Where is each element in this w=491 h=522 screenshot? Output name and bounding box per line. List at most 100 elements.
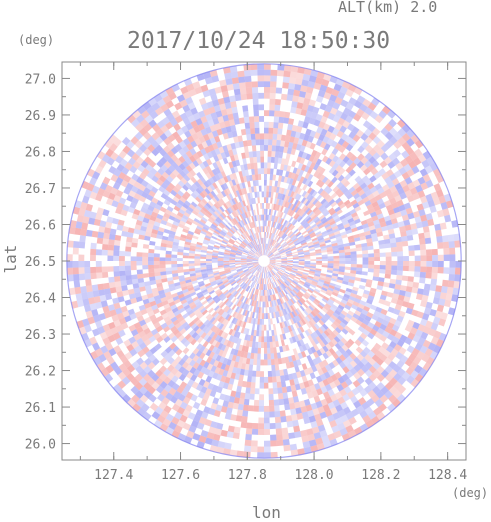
radar-cell <box>262 215 264 221</box>
radar-cell <box>234 89 241 96</box>
radar-cell <box>260 360 264 366</box>
radar-cell <box>284 404 290 411</box>
radar-cell <box>290 444 297 451</box>
radar-cell <box>339 258 345 261</box>
radar-cell <box>257 70 264 76</box>
radar-cell <box>262 209 264 215</box>
radar-cell <box>165 254 171 258</box>
radar-cell <box>269 411 275 417</box>
radar-cell <box>264 128 269 134</box>
radar-cell <box>227 431 234 438</box>
radar-cell <box>264 110 269 116</box>
radar-cell <box>258 75 264 81</box>
radar-cell <box>276 434 283 440</box>
radar-cell <box>351 267 357 271</box>
radar-cell <box>229 260 235 261</box>
radar-cell <box>251 81 257 87</box>
radar-cell <box>90 243 96 249</box>
radar-cell <box>379 269 385 274</box>
radar-cell <box>258 429 264 435</box>
radar-cell <box>108 239 114 245</box>
radar-cell <box>449 254 455 261</box>
radar-cell <box>286 415 292 422</box>
radar-cell <box>368 261 374 265</box>
radar-cell <box>440 292 447 299</box>
radar-cell <box>299 260 305 261</box>
radar-cell <box>443 267 449 274</box>
radar-cell <box>136 252 142 257</box>
radar-cell <box>255 133 260 139</box>
radar-cell <box>189 256 195 259</box>
radar-cell <box>240 88 247 94</box>
radar-cell <box>148 249 154 253</box>
radar-cell <box>260 319 262 325</box>
radar-cell <box>108 277 114 283</box>
radar-cell <box>282 82 289 89</box>
radar-cell <box>264 145 268 151</box>
x-tick-label: 127.8 <box>228 468 267 483</box>
radar-cell <box>119 256 125 261</box>
radar-cell <box>264 139 268 145</box>
radar-cell <box>272 376 277 382</box>
radar-cell <box>414 245 420 251</box>
y-tick-label: 26.0 <box>25 438 56 453</box>
radar-cell <box>299 261 305 262</box>
radar-cell <box>258 417 264 423</box>
radar-cell <box>363 261 369 265</box>
radar-cell <box>253 110 258 116</box>
radar-cell <box>257 446 264 452</box>
radar-cell <box>424 284 431 291</box>
radar-cell <box>264 122 269 128</box>
radar-cell <box>85 273 91 280</box>
radar-cell <box>368 265 374 269</box>
radar-cell <box>402 241 408 247</box>
radar-cell <box>67 254 73 261</box>
radar-cell <box>263 290 264 296</box>
radar-cell <box>391 247 397 252</box>
radar-cell <box>245 440 252 446</box>
radar-cell <box>241 416 247 422</box>
y-tick-label: 26.2 <box>25 365 56 380</box>
radar-cell <box>253 406 258 412</box>
radar-cell <box>125 266 131 271</box>
radar-cell <box>442 280 449 287</box>
radar-cell <box>270 174 273 180</box>
radar-cell <box>90 249 96 255</box>
radar-cell <box>432 267 438 273</box>
radar-cell <box>266 330 269 336</box>
radar-cell <box>391 265 397 270</box>
radar-cell <box>269 394 274 400</box>
radar-cell <box>73 261 79 268</box>
radar-cell <box>270 348 274 354</box>
radar-cell <box>409 250 415 255</box>
radar-cell <box>259 330 262 336</box>
radar-cell <box>73 248 79 255</box>
radar-cell <box>114 240 120 246</box>
radar-cell <box>322 263 328 265</box>
radar-cell <box>98 289 105 296</box>
radar-cell <box>102 272 108 278</box>
radar-cell <box>423 289 430 296</box>
radar-cell <box>316 259 322 261</box>
radar-cell <box>447 287 454 294</box>
radar-cell <box>273 122 278 128</box>
radar-cell <box>386 261 392 265</box>
radar-cell <box>183 255 189 258</box>
radar-cell <box>125 270 131 275</box>
radar-cell <box>254 353 258 359</box>
radar-cell <box>261 168 264 174</box>
radar-cell <box>257 354 261 360</box>
radar-cell <box>200 263 206 265</box>
radar-cell <box>264 423 270 429</box>
radar-cell <box>258 168 261 174</box>
radar-cell <box>238 76 245 83</box>
radar-cell <box>253 359 257 365</box>
radar-cell <box>449 241 455 248</box>
radar-cell <box>254 116 259 122</box>
radar-cell <box>244 446 251 452</box>
radar-cell <box>356 267 362 271</box>
radar-cell <box>362 264 368 268</box>
radar-cell <box>294 431 301 438</box>
radar-cell <box>276 87 282 93</box>
radar-cell <box>254 348 258 354</box>
